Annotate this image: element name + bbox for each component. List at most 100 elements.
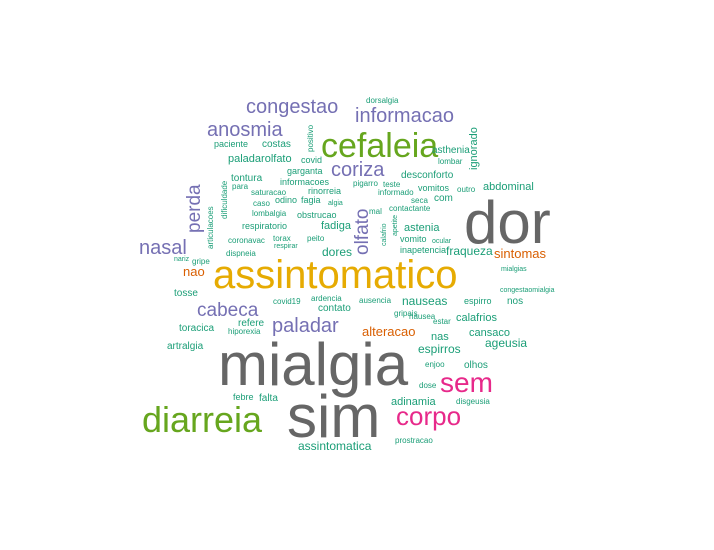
cloud-word: paladar [272,315,339,337]
cloud-word: fadiga [321,220,352,232]
cloud-word: dores [322,245,352,259]
cloud-word: peito [307,234,325,243]
cloud-word: dificuldade [220,180,229,219]
cloud-word: positivo [306,124,315,152]
cloud-word: costas [262,139,291,150]
cloud-word: assintomatico [213,253,458,297]
cloud-word: olhos [464,360,488,371]
cloud-word: pigarro [353,179,378,188]
cloud-word: covid19 [273,297,301,306]
cloud-word: assintomatica [298,439,372,453]
cloud-word: mal [369,207,382,216]
cloud-word: hiporexia [228,327,261,336]
cloud-word: ignorado [468,127,480,170]
cloud-word: lombar [438,157,463,166]
cloud-word: abdominal [483,181,534,193]
cloud-word: inapetencia [400,245,446,255]
cloud-word: sim [287,383,380,450]
cloud-word: articulacoes [206,206,215,249]
cloud-word: prostracao [395,436,433,445]
cloud-word: vomitos [418,183,450,193]
cloud-word: congestao [246,96,338,118]
cloud-word: fagia [301,195,321,205]
cloud-word: covid [301,155,322,165]
cloud-word: teste [383,180,401,189]
cloud-word: nausea [409,312,436,321]
cloud-word: artralgia [167,341,204,352]
cloud-word: respirar [274,243,298,250]
cloud-word: nauseas [402,294,447,308]
cloud-word: contactante [389,204,431,213]
cloud-word: obstrucao [297,210,337,220]
cloud-word: cansaco [469,327,510,339]
cloud-word: enjoo [425,360,445,369]
cloud-word: diarreia [142,399,263,440]
cloud-word: desconforto [401,170,454,181]
cloud-word: sem [440,367,493,398]
cloud-word: ageusia [485,336,527,350]
cloud-word: corpo [396,401,461,431]
cloud-word: refere [238,318,265,329]
cloud-word: nariz [174,256,190,263]
cloud-word: perda [184,184,205,233]
cloud-word: dor [464,189,551,256]
cloud-word: respiratorio [242,221,287,231]
cloud-word: febre [233,392,254,402]
cloud-word: gripe [192,257,210,266]
cloud-word: cefaleia [321,127,438,165]
cloud-word: dose [419,381,437,390]
cloud-word: contato [318,303,351,314]
cloud-word: paladarolfato [228,153,292,165]
cloud-word: astenia [404,222,440,234]
cloud-word: adinamia [391,396,437,408]
cloud-word: rinorreia [308,186,341,196]
cloud-word: ausencia [359,296,392,305]
cloud-word: calafrios [456,312,497,324]
cloud-word: falta [259,393,278,404]
cloud-word: lombalgia [252,209,287,218]
cloud-word: toracica [179,323,214,334]
cloud-word: anosmia [207,119,283,141]
cloud-word: nao [183,264,205,279]
cloud-word: sintomas [494,246,547,261]
cloud-word: informado [378,188,414,197]
cloud-word: para [232,182,249,191]
cloud-word: dorsalgia [366,96,399,105]
cloud-word: mialgias [501,266,527,273]
cloud-word: nas [431,331,449,343]
cloud-word: informacao [355,105,454,127]
cloud-word: coronavac [228,236,265,245]
cloud-word: mialgia [218,331,409,398]
cloud-word: alteracao [362,324,415,339]
cloud-word: nos [507,296,523,307]
cloud-word: seca [411,196,428,205]
cloud-word: ardencia [311,294,342,303]
cloud-word: gripais [394,309,418,318]
cloud-word: apetite [392,215,399,236]
cloud-word: asthenia [432,145,470,156]
cloud-word: ocular [432,238,452,245]
cloud-word: informacoes [280,177,330,187]
cloud-word: tontura [231,173,263,184]
cloud-word: calafrio [381,223,388,246]
cloud-word: nasal [139,237,187,259]
cloud-word: disgeusia [456,397,490,406]
cloud-word: fraqueza [446,244,493,258]
cloud-word: coriza [331,159,385,181]
cloud-word: cabeca [197,300,259,321]
cloud-word: caso [253,199,270,208]
cloud-word: com [434,193,453,204]
cloud-word: paciente [214,139,248,149]
cloud-word: olfato [352,209,373,255]
cloud-word: saturacao [251,188,287,197]
cloud-word: outro [457,185,476,194]
cloud-word: congestaomialgia [500,287,555,294]
cloud-word: odino [275,195,297,205]
cloud-word: torax [273,234,291,243]
cloud-word: vomito [400,234,427,244]
cloud-word: espirros [418,342,461,356]
cloud-word: dispneia [226,249,256,258]
cloud-word: estar [433,317,451,326]
cloud-word: garganta [287,166,323,176]
